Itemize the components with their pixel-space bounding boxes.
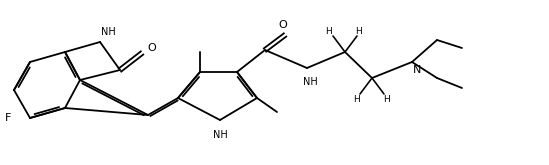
Text: F: F xyxy=(5,113,11,123)
Text: H: H xyxy=(326,28,332,36)
Text: O: O xyxy=(279,20,287,30)
Text: NH: NH xyxy=(212,130,227,140)
Text: H: H xyxy=(352,96,360,104)
Text: NH: NH xyxy=(100,27,115,37)
Text: NH: NH xyxy=(302,77,317,87)
Text: H: H xyxy=(383,96,389,104)
Text: N: N xyxy=(413,65,421,75)
Text: H: H xyxy=(356,28,362,36)
Text: O: O xyxy=(148,43,156,53)
